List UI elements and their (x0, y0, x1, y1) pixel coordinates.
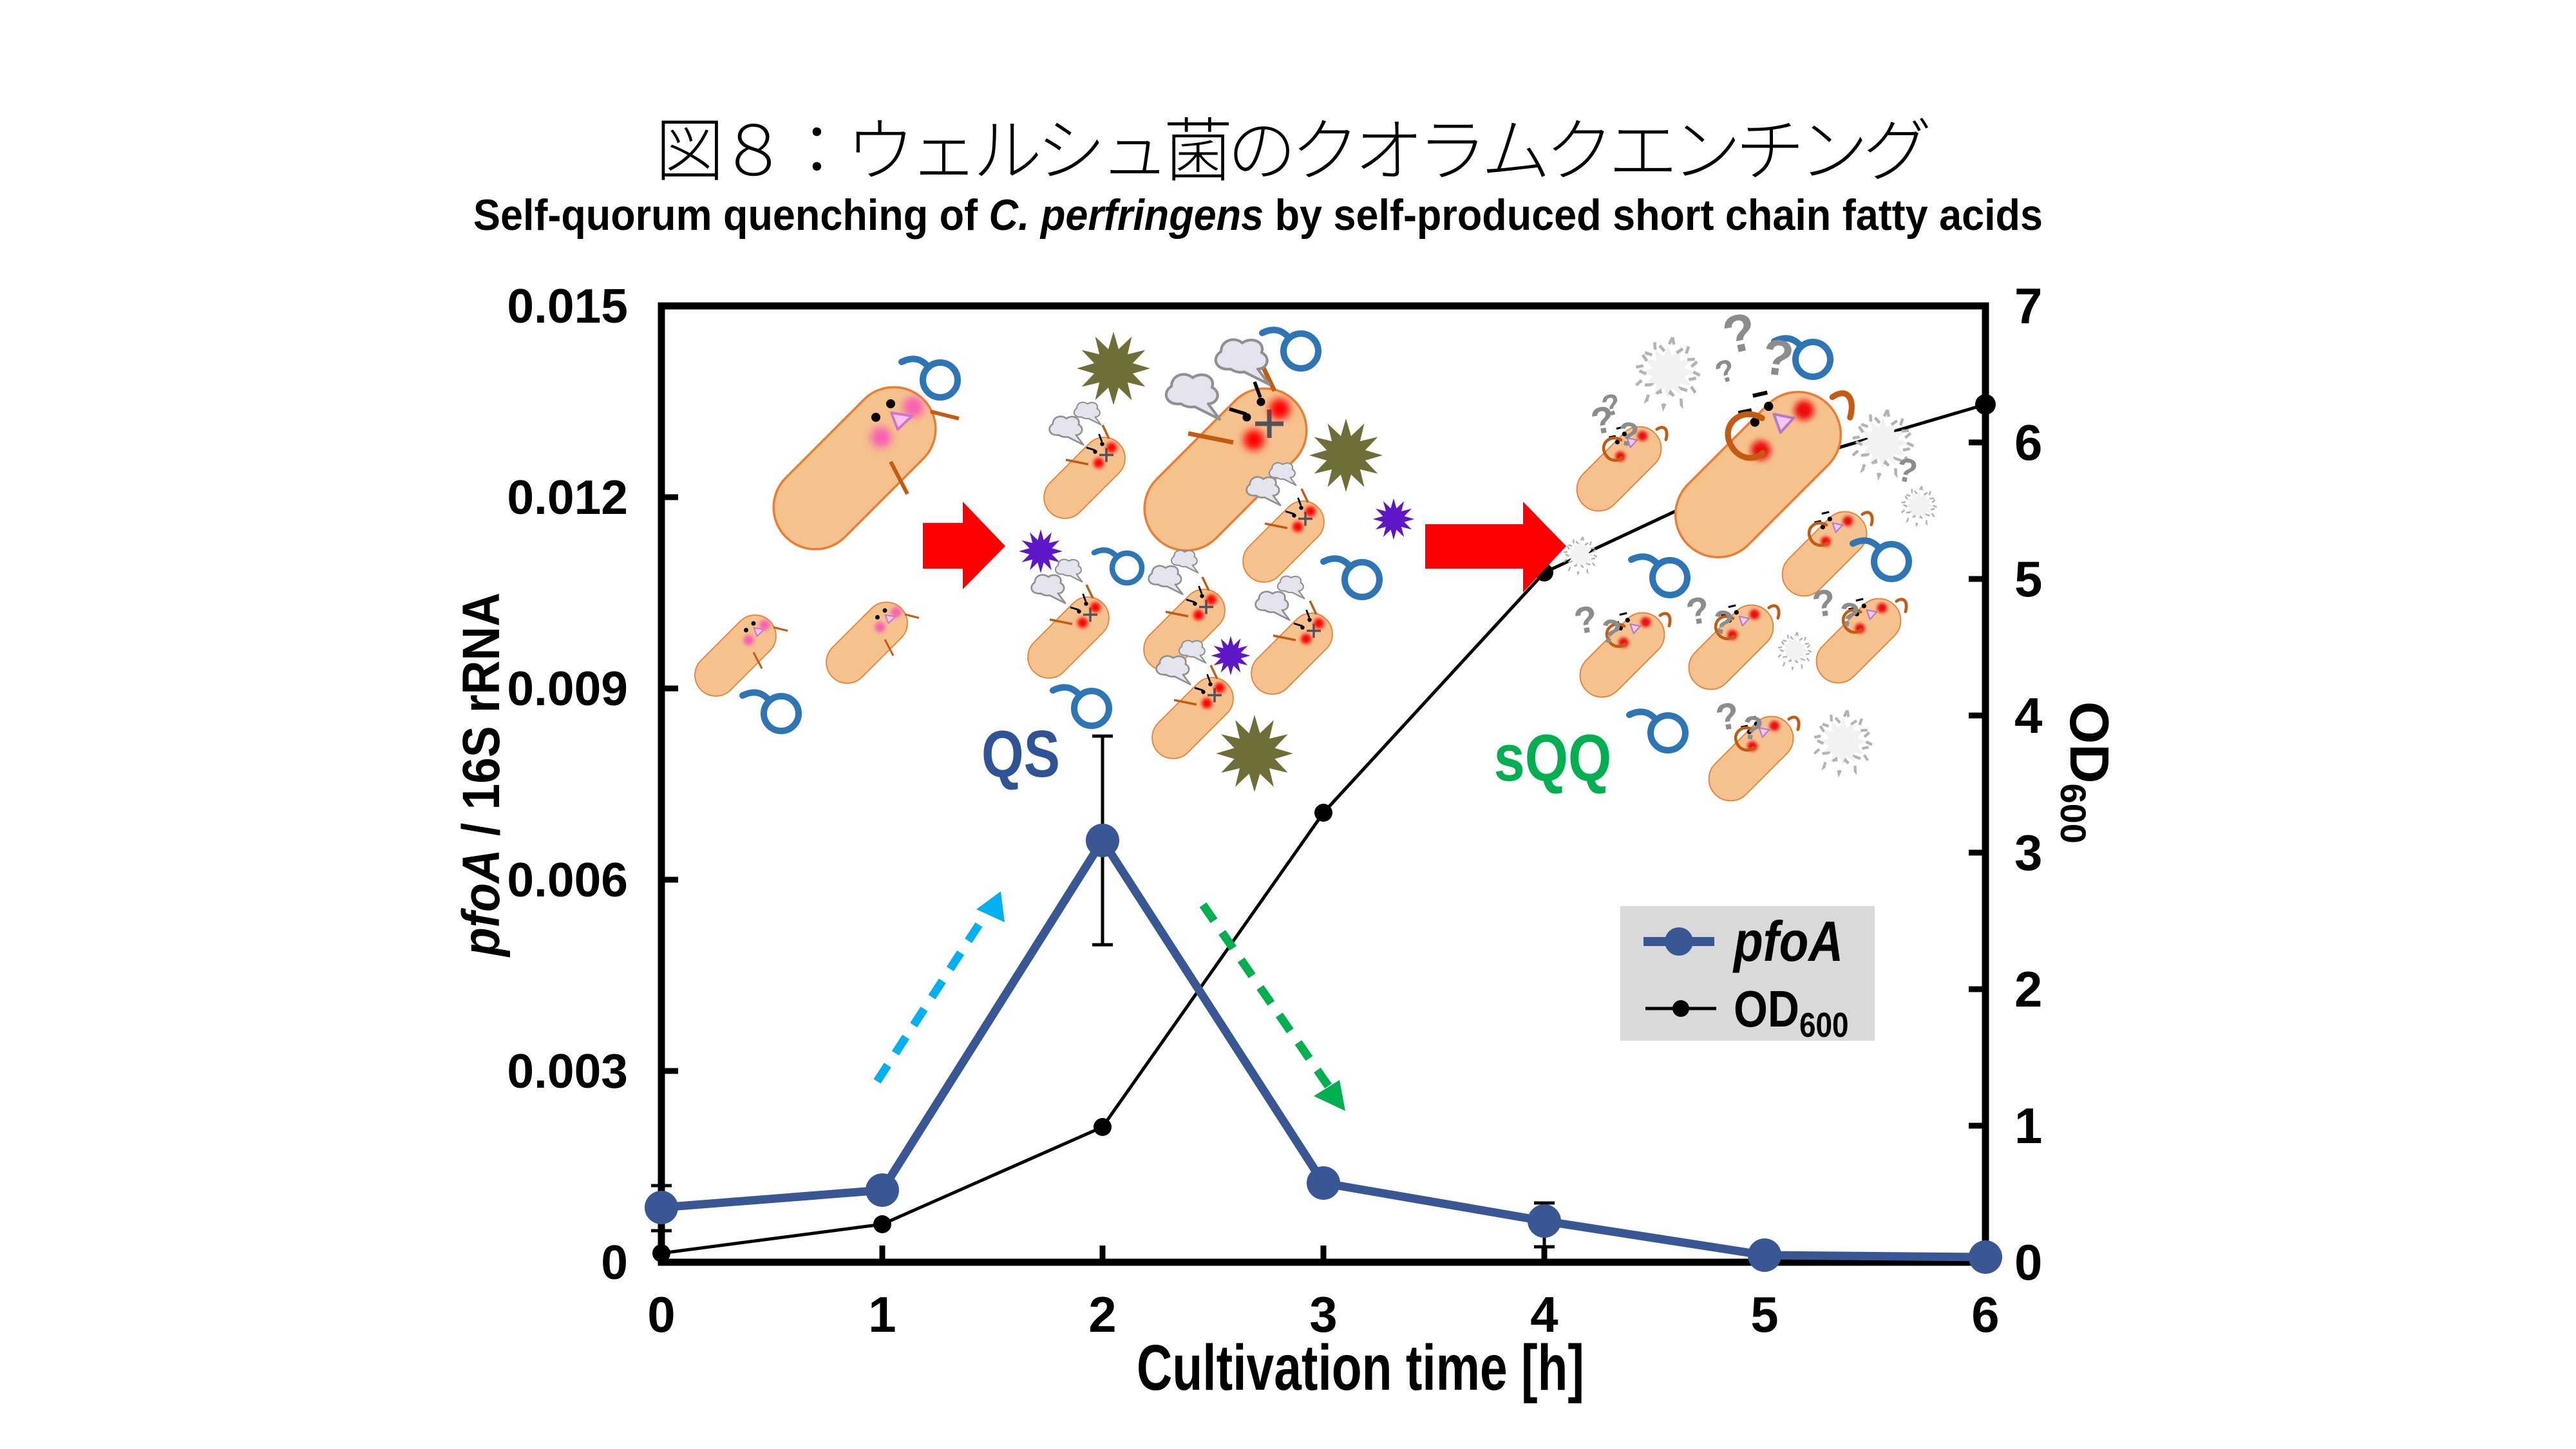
svg-text:0: 0 (647, 1286, 675, 1343)
svg-text:pfoA / 16S rRNA: pfoA / 16S rRNA (452, 592, 511, 958)
svg-text:Self-quorum quenching of C. pe: Self-quorum quenching of C. perfringens … (473, 191, 2043, 240)
svg-text:4: 4 (1530, 1286, 1558, 1343)
svg-text:2: 2 (1088, 1286, 1116, 1343)
svg-text:0.015: 0.015 (507, 279, 628, 333)
svg-text:0: 0 (2014, 1234, 2042, 1291)
svg-text:5: 5 (1750, 1286, 1778, 1343)
svg-text:6: 6 (1971, 1286, 1999, 1343)
svg-text:0.012: 0.012 (507, 470, 628, 524)
svg-text:2: 2 (2014, 961, 2042, 1018)
svg-text:6: 6 (2014, 414, 2042, 471)
svg-text:QS: QS (981, 717, 1060, 791)
svg-text:OD600: OD600 (1734, 980, 1849, 1045)
svg-text:0: 0 (601, 1235, 628, 1289)
svg-text:sQQ: sQQ (1494, 721, 1612, 795)
svg-text:pfoA: pfoA (1732, 910, 1843, 973)
svg-text:0.003: 0.003 (507, 1044, 628, 1098)
svg-text:1: 1 (868, 1286, 896, 1343)
svg-text:4: 4 (2014, 687, 2042, 744)
svg-text:0.006: 0.006 (507, 853, 628, 907)
svg-text:5: 5 (2014, 551, 2042, 607)
svg-text:Cultivation time [h]: Cultivation time [h] (1137, 1332, 1584, 1404)
svg-text:0.009: 0.009 (507, 661, 628, 715)
svg-text:3: 3 (2014, 824, 2042, 881)
svg-text:1: 1 (2014, 1097, 2042, 1154)
svg-text:7: 7 (2014, 278, 2042, 334)
svg-text:3: 3 (1309, 1286, 1337, 1343)
